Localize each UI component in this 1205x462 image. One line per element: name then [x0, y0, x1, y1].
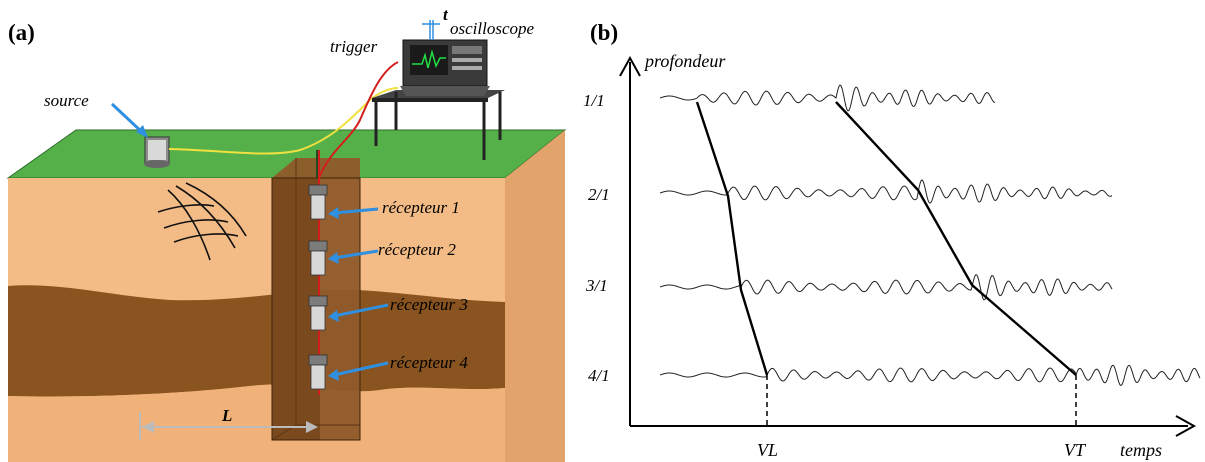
receiver-1-label: récepteur 1	[382, 198, 460, 217]
trigger-cable	[168, 87, 399, 155]
seismic-traces	[659, 84, 1201, 387]
vl-label: VL	[757, 440, 778, 460]
x-axis-arrow	[1175, 415, 1197, 437]
bottom-layer	[8, 384, 505, 462]
source-arrow	[110, 102, 145, 135]
panel-a-label: (a)	[8, 20, 35, 45]
panel-a: (a)	[6, 5, 567, 462]
depth-label-2: 2/1	[588, 185, 610, 204]
x-axis-label: temps	[1120, 440, 1162, 460]
receiver-2-label: récepteur 2	[378, 240, 456, 259]
oscilloscope-label: oscilloscope	[450, 19, 534, 38]
depth-label-1: 1/1	[583, 91, 605, 110]
receiver-4-label: récepteur 4	[390, 353, 468, 372]
vt-label: VT	[1064, 440, 1087, 460]
panel-b: (b) profondeur temps 1/1 2/1 3/1 4/1 VL …	[583, 20, 1201, 460]
soil-side	[505, 130, 565, 462]
receiver-2	[308, 240, 328, 276]
seismic-trace-1	[659, 84, 996, 112]
receiver-4	[308, 354, 328, 390]
receiver-3	[308, 295, 328, 331]
receiver-signal-cable	[318, 61, 399, 179]
vl-arrival-line	[695, 101, 769, 376]
depth-label-4: 4/1	[588, 366, 610, 385]
y-axis-arrow	[619, 55, 641, 77]
depth-label-3: 3/1	[585, 276, 608, 295]
t-label: t	[443, 5, 449, 24]
vt-arrival-line	[835, 101, 1077, 376]
distance-marker	[139, 412, 318, 440]
y-axis-label: profondeur	[643, 51, 726, 71]
oscilloscope-device	[400, 20, 490, 96]
seismic-trace-4	[659, 364, 1201, 387]
distance-label: L	[221, 406, 232, 425]
clay-layer	[8, 285, 505, 397]
source-label: source	[44, 91, 89, 110]
receiver-3-label: récepteur 3	[390, 295, 468, 314]
source-arrow-head	[136, 125, 148, 138]
source-device	[144, 136, 170, 168]
receiver-arrows	[333, 207, 389, 377]
receiver-1	[308, 184, 328, 220]
seismic-trace-2	[659, 179, 1113, 204]
seismic-trace-3	[659, 273, 1113, 301]
receiver-arrow-heads	[328, 207, 339, 381]
panel-b-label: (b)	[590, 20, 618, 45]
wave-fronts	[157, 182, 247, 261]
trigger-label: trigger	[330, 37, 378, 56]
